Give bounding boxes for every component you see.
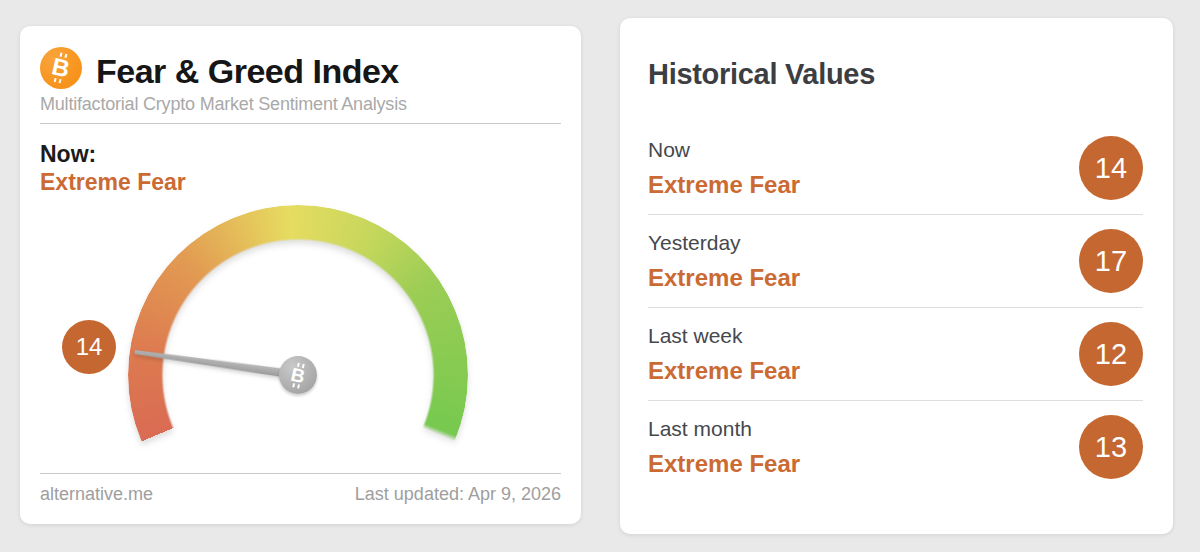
- page-title: Fear & Greed Index: [96, 52, 399, 91]
- fear-greed-card: B Fear & Greed Index Multifactorial Cryp…: [20, 26, 581, 524]
- bitcoin-icon: B: [40, 47, 82, 89]
- now-classification: Extreme Fear: [40, 169, 186, 196]
- historical-row-now: Now Extreme Fear 14: [648, 122, 1143, 214]
- now-label: Now:: [40, 141, 96, 168]
- subtitle: Multifactorial Crypto Market Sentiment A…: [40, 94, 407, 115]
- source-link[interactable]: alternative.me: [40, 484, 153, 505]
- last-updated-text: Last updated: Apr 9, 2026: [355, 484, 561, 505]
- historical-row-last-month: Last month Extreme Fear 13: [648, 400, 1143, 493]
- card-footer: alternative.me Last updated: Apr 9, 2026: [40, 484, 561, 505]
- value-badge: 12: [1079, 322, 1143, 386]
- value-badge: 14: [1079, 136, 1143, 200]
- row-classification: Extreme Fear: [648, 171, 800, 199]
- historical-row-last-week: Last week Extreme Fear 12: [648, 307, 1143, 400]
- bitcoin-symbol: B: [50, 54, 72, 81]
- row-label: Yesterday: [648, 231, 800, 255]
- historical-values-title: Historical Values: [648, 58, 875, 91]
- historical-row-yesterday: Yesterday Extreme Fear 17: [648, 214, 1143, 307]
- value-badge: 13: [1079, 415, 1143, 479]
- footer-divider: [40, 473, 561, 474]
- gauge-value-badge: 14: [62, 320, 116, 374]
- bitcoin-symbol: B: [289, 364, 307, 386]
- historical-values-list: Now Extreme Fear 14 Yesterday Extreme Fe…: [648, 122, 1143, 493]
- historical-values-card: Historical Values Now Extreme Fear 14 Ye…: [620, 18, 1173, 534]
- row-label: Last week: [648, 324, 800, 348]
- row-label: Last month: [648, 417, 800, 441]
- row-classification: Extreme Fear: [648, 450, 800, 478]
- value-badge: 17: [1079, 229, 1143, 293]
- gauge-pivot-bitcoin-icon: B: [279, 356, 317, 394]
- row-classification: Extreme Fear: [648, 357, 800, 385]
- header-divider: [40, 123, 561, 124]
- row-classification: Extreme Fear: [648, 264, 800, 292]
- row-label: Now: [648, 138, 800, 162]
